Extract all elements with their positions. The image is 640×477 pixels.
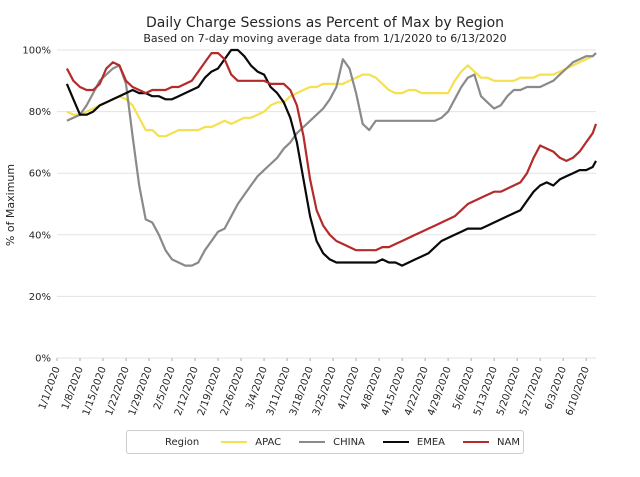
legend-item-nam: NAM [463,437,520,448]
y-tick-layer: 0% 20% 40% 60% 80% 100% [22,46,51,365]
y-tick-label: 0% [35,354,51,365]
legend-swatch-nam [463,441,490,443]
series-line-apac [66,52,597,138]
y-tick-label: 100% [22,46,51,57]
x-tick-label: 2/5/2020 [152,365,178,411]
y-axis-label: % of Maximum [4,164,17,246]
series-line-nam [65,51,598,252]
legend-item-apac: APAC [221,437,281,448]
legend: Region APAC CHINA EMEA NAM [126,430,524,454]
series-line-emea [65,48,597,267]
legend-swatch-apac [221,441,248,443]
x-tick-label: 3/25/2020 [311,365,339,417]
series-layer [65,48,598,267]
chart-title: Daily Charge Sessions as Percent of Max … [146,15,504,31]
grid-layer [57,49,596,359]
legend-title: Region [165,436,200,448]
legend-label-nam: NAM [497,436,520,448]
legend-item-emea: EMEA [382,436,446,448]
x-tick-label: 1/8/2020 [60,365,86,411]
y-tick-label: 40% [29,230,51,241]
chart-subtitle: Based on 7-day moving average data from … [143,32,506,45]
x-tick-label: 4/29/2020 [426,365,454,417]
legend-label-china: CHINA [333,436,365,448]
x-tick-label: 2/26/2020 [219,365,247,417]
y-tick-label: 20% [29,292,51,303]
x-tick-label: 6/10/2020 [564,365,592,417]
x-tick-label: 4/8/2020 [359,365,385,411]
y-tick-label: 80% [29,107,51,118]
y-tick-label: 60% [29,169,51,180]
x-tick-label: 6/3/2020 [543,365,569,411]
x-tick-label: 4/1/2020 [336,365,362,411]
legend-item-china: CHINA [299,437,365,448]
x-tick-label: 1/1/2020 [37,365,63,411]
legend-label-emea: EMEA [416,436,446,448]
x-tick-label: 5/6/2020 [451,365,477,411]
x-tick-label: 3/4/2020 [244,365,270,411]
x-tick-label: 5/27/2020 [518,365,546,417]
legend-swatch-china [299,441,326,443]
legend-label-apac: APAC [255,436,282,448]
x-tick-layer: 1/1/20201/8/20201/15/20201/22/20201/29/2… [37,358,592,417]
x-tick-label: 1/29/2020 [127,365,155,417]
legend-swatch-emea [382,441,409,443]
series-line-china [66,52,597,267]
